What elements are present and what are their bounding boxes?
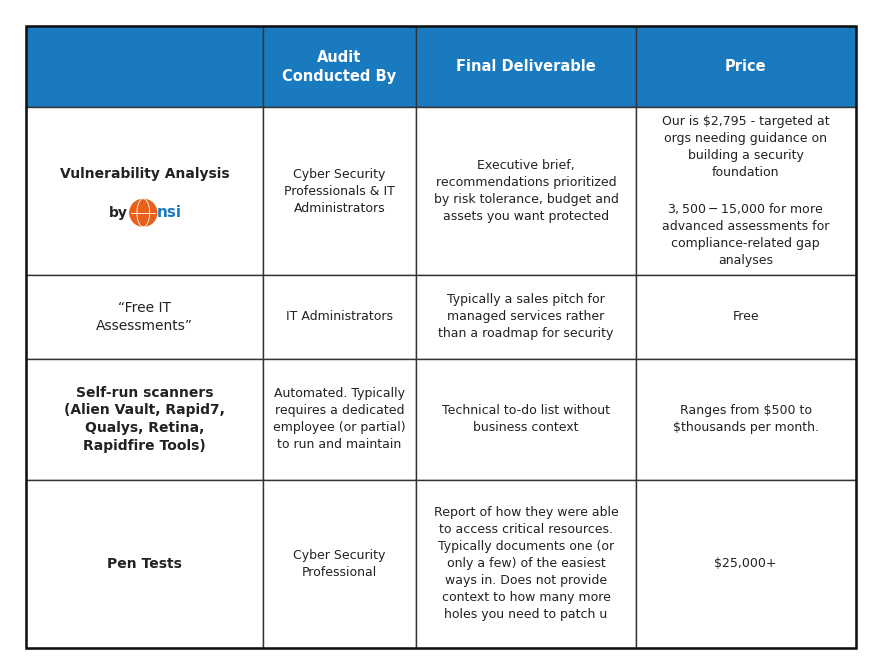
Text: Typically a sales pitch for
managed services rather
than a roadmap for security: Typically a sales pitch for managed serv…	[438, 293, 614, 340]
Bar	[416, 275, 636, 358]
Bar	[263, 107, 416, 275]
Text: Cyber Security
Professional: Cyber Security Professional	[293, 549, 385, 579]
Text: IT Administrators: IT Administrators	[286, 310, 393, 323]
Text: Audit
Conducted By: Audit Conducted By	[282, 50, 397, 84]
Bar	[416, 480, 636, 648]
Text: Automated. Typically
requires a dedicated
employee (or partial)
to run and maint: Automated. Typically requires a dedicate…	[273, 387, 406, 451]
Text: Vulnerability Analysis: Vulnerability Analysis	[60, 167, 229, 180]
Bar	[263, 358, 416, 480]
Bar	[26, 480, 263, 648]
Text: Report of how they were able
to access critical resources.
Typically documents o: Report of how they were able to access c…	[434, 506, 618, 621]
Text: Price: Price	[725, 59, 766, 74]
Text: Ranges from $500 to
$thousands per month.: Ranges from $500 to $thousands per month…	[673, 405, 818, 434]
Text: Self-run scanners
(Alien Vault, Rapid7,
Qualys, Retina,
Rapidfire Tools): Self-run scanners (Alien Vault, Rapid7, …	[64, 385, 225, 453]
Text: nsi: nsi	[157, 206, 183, 220]
Bar	[26, 107, 263, 275]
Bar	[636, 275, 856, 358]
Bar	[263, 480, 416, 648]
Bar	[416, 107, 636, 275]
Bar	[636, 358, 856, 480]
Text: Executive brief,
recommendations prioritized
by risk tolerance, budget and
asset: Executive brief, recommendations priorit…	[434, 159, 618, 223]
Bar	[636, 107, 856, 275]
Bar	[26, 275, 263, 358]
Text: $25,000+: $25,000+	[714, 557, 777, 570]
Bar	[26, 26, 263, 107]
Text: Technical to-do list without
business context: Technical to-do list without business co…	[442, 405, 610, 434]
Bar	[26, 358, 263, 480]
Bar	[416, 358, 636, 480]
Text: Pen Tests: Pen Tests	[108, 557, 182, 571]
Bar	[416, 26, 636, 107]
Bar	[636, 480, 856, 648]
Text: Our is $2,795 - targeted at
orgs needing guidance on
building a security
foundat: Our is $2,795 - targeted at orgs needing…	[662, 115, 829, 267]
Text: by: by	[109, 206, 128, 220]
Text: Final Deliverable: Final Deliverable	[456, 59, 596, 74]
Text: Free: Free	[732, 310, 759, 323]
Ellipse shape	[129, 199, 157, 227]
Bar	[263, 26, 416, 107]
Bar	[263, 275, 416, 358]
Text: “Free IT
Assessments”: “Free IT Assessments”	[96, 301, 193, 332]
Text: Cyber Security
Professionals & IT
Administrators: Cyber Security Professionals & IT Admini…	[284, 167, 395, 215]
Bar	[636, 26, 856, 107]
